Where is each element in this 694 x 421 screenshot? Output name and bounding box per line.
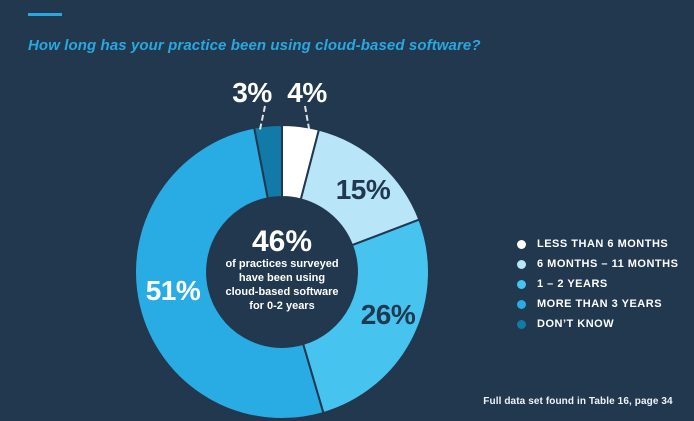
legend-item-label: 1 – 2 YEARS [537,278,608,290]
legend-item-1-2-years: 1 – 2 YEARS [517,274,678,294]
legend-swatch [517,279,526,289]
legend-swatch [517,259,526,269]
center-callout-note: of practices surveyed have been using cl… [225,258,339,313]
donut-chart [134,123,430,420]
legend-item-label: DON’T KNOW [537,318,615,330]
donut-chart-area [132,122,432,421]
legend-item-label: 6 MONTHS – 11 MONTHS [537,258,679,270]
legend-swatch [517,299,526,309]
footer-source-note: Full data set found in Table 16, page 34 [483,396,673,407]
legend-item-label: LESS THAN 6 MONTHS [537,238,669,250]
percent-label-less-than-6-months: 4% [287,77,327,108]
chart-question-title: How long has your practice been using cl… [28,37,481,55]
legend-item-label: MORE THAN 3 YEARS [537,298,663,310]
percent-label-1-2-years: 26% [360,299,416,330]
percent-label-dont-know: 3% [232,77,272,108]
legend-item-6-11-months: 6 MONTHS – 11 MONTHS [517,254,678,274]
accent-line [28,13,62,16]
donut-segment-2 [301,218,430,415]
legend-swatch [517,239,526,249]
percent-label-more-than-3-years: 51% [145,275,201,306]
legend-item-more-than-3-years: MORE THAN 3 YEARS [517,294,678,314]
percent-label-6-11-months: 15% [335,174,391,205]
legend-swatch [517,319,526,329]
center-callout-stat: 46% [251,225,313,258]
donut-segment-3 [134,126,325,420]
donut-segment-4 [253,123,283,200]
chart-legend: LESS THAN 6 MONTHS 6 MONTHS – 11 MONTHS … [517,234,678,334]
legend-item-less-than-6-months: LESS THAN 6 MONTHS [517,234,678,254]
legend-item-dont-know: DON’T KNOW [517,314,678,334]
